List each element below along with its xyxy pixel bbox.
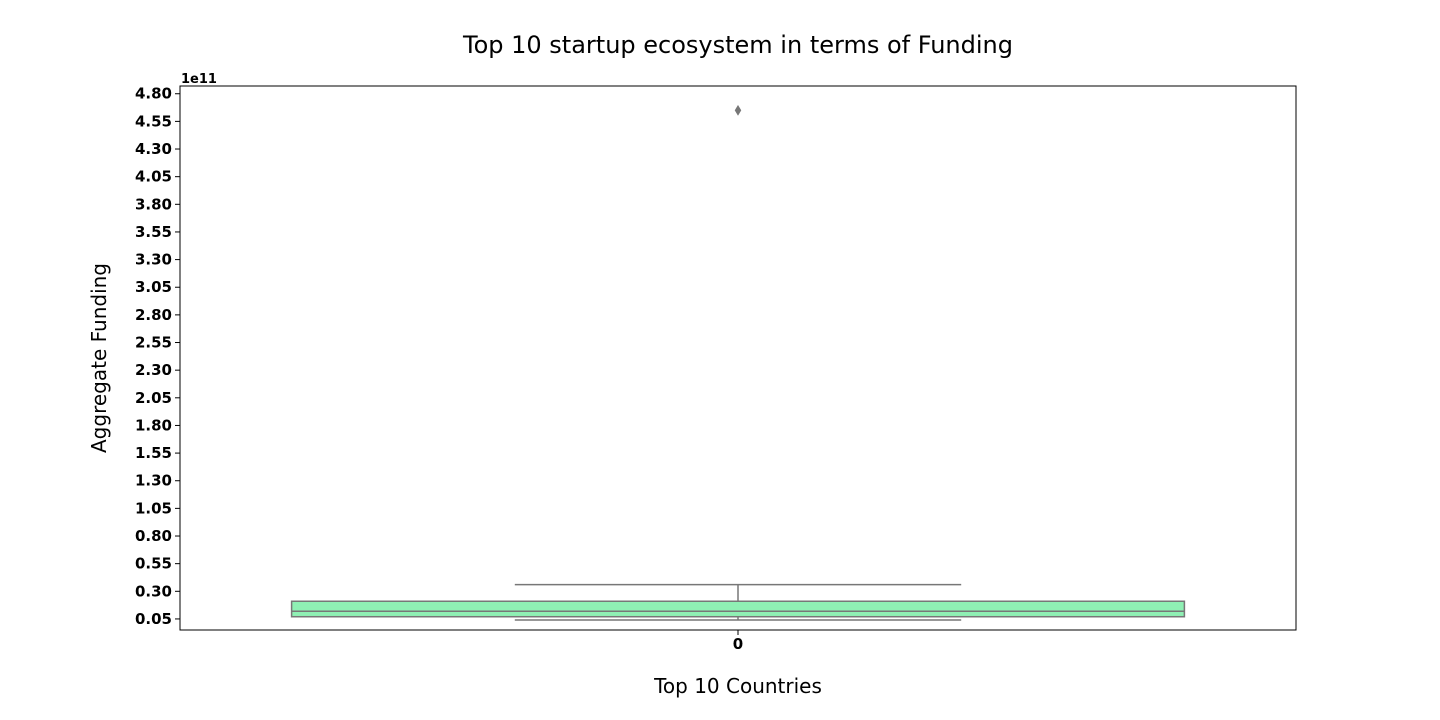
y-tick-label: 2.55	[135, 334, 172, 352]
y-axis: 0.05 0.30 0.55 0.80 1.05 1.30 1.55 1.80 2.05 2.30…	[135, 85, 180, 628]
y-axis-label: Aggregate Funding	[87, 263, 111, 453]
y-tick-label: 0.80	[135, 527, 172, 545]
y-tick-label: 2.05	[135, 389, 172, 407]
x-axis: 0	[733, 630, 743, 653]
y-tick-label: 4.05	[135, 168, 172, 186]
y-tick-label: 0.05	[135, 610, 172, 628]
y-tick-label: 3.05	[135, 278, 172, 296]
y-axis-offset-label: 1e11	[181, 72, 217, 87]
y-tick-label: 4.55	[135, 112, 172, 130]
chart-title: Top 10 startup ecosystem in terms of Fun…	[462, 31, 1013, 59]
y-tick-label: 3.80	[135, 195, 172, 213]
plot-area-frame	[179, 85, 1297, 631]
y-tick-label: 1.80	[135, 416, 172, 434]
box-plot-series	[290, 104, 1186, 621]
y-tick-label: 1.05	[135, 499, 172, 517]
box-iqr	[290, 600, 1186, 618]
y-tick-label: 3.30	[135, 251, 172, 269]
y-tick-label: 2.80	[135, 306, 172, 324]
y-tick-label: 0.55	[135, 555, 172, 573]
outlier-point	[734, 104, 742, 116]
x-axis-label: Top 10 Countries	[653, 674, 822, 698]
y-tick-label: 0.30	[135, 582, 172, 600]
y-tick-label: 1.30	[135, 472, 172, 490]
x-tick-label: 0	[733, 635, 743, 653]
y-tick-label: 1.55	[135, 444, 172, 462]
y-tick-label: 2.30	[135, 361, 172, 379]
y-tick-label: 4.30	[135, 140, 172, 158]
y-tick-label: 3.55	[135, 223, 172, 241]
y-tick-label: 4.80	[135, 85, 172, 103]
